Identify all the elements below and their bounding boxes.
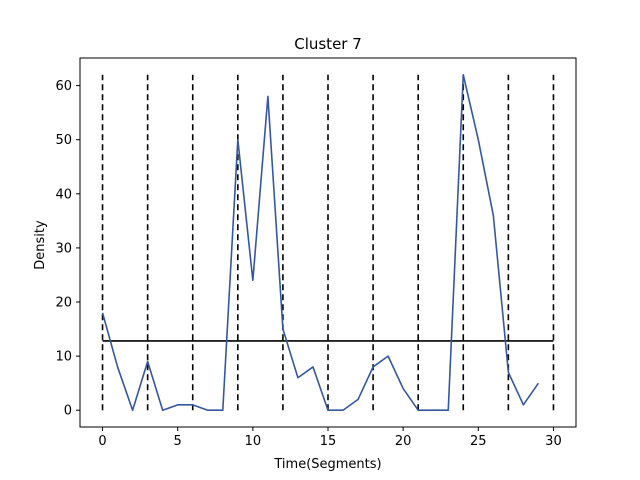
plot-area	[101, 73, 555, 412]
x-tick-label: 30	[545, 434, 562, 449]
x-tick-label: 0	[98, 434, 106, 449]
x-tick-label: 15	[320, 434, 337, 449]
y-tick-label: 30	[55, 241, 72, 256]
y-tick-label: 60	[55, 79, 72, 94]
y-tick-label: 0	[64, 404, 72, 419]
y-tick-label: 50	[55, 133, 72, 148]
axis-ticks: 0 5 10 15 20 25 30 0 10 20 30 40 50 60	[55, 79, 561, 449]
x-tick-label: 20	[395, 434, 412, 449]
y-tick-label: 10	[55, 350, 72, 365]
x-axis-label: Time(Segments)	[273, 457, 381, 472]
x-tick-label: 5	[174, 434, 182, 449]
chart-title: Cluster 7	[294, 35, 362, 53]
y-tick-label: 20	[55, 296, 72, 311]
x-tick-label: 10	[245, 434, 262, 449]
y-axis-label: Density	[33, 220, 48, 270]
y-tick-label: 40	[55, 187, 72, 202]
density-series-line	[101, 73, 540, 412]
x-tick-label: 25	[470, 434, 487, 449]
